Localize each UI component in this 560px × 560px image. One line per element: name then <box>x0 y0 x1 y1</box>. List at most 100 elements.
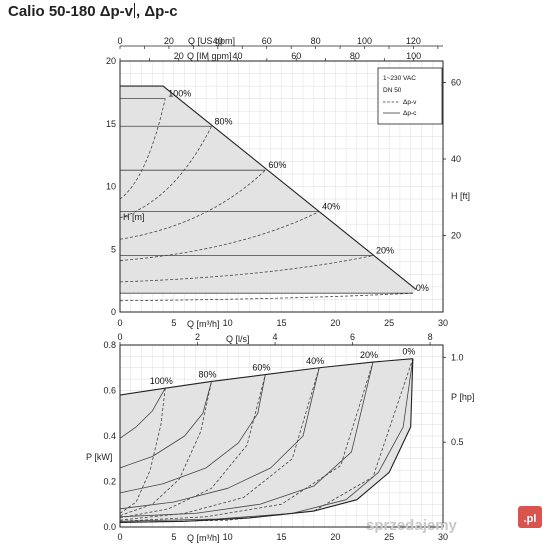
power-percent-label: 0% <box>402 347 415 357</box>
watermark-badge <box>518 506 542 528</box>
head-y2-axis-label: H [ft] <box>451 191 470 201</box>
power-x-tick-label: 20 <box>330 532 340 542</box>
chart-title-main: Calio 50-180 Δp-v <box>8 3 133 20</box>
head-y-tick-label: 10 <box>106 182 116 192</box>
head-max-curve <box>120 85 417 290</box>
head-im-gpm-tick-label: 100 <box>406 51 421 61</box>
power-x-tick-label: 30 <box>438 532 448 542</box>
power-x-tick-label: 15 <box>276 532 286 542</box>
head-percent-label: 60% <box>268 160 286 170</box>
power-percent-label: 100% <box>150 376 173 386</box>
head-ft-tick-label: 40 <box>451 154 461 164</box>
head-percent-label: 0% <box>416 283 429 293</box>
head-us-gpm-tick-label: 60 <box>262 36 272 46</box>
power-y-tick-label: 0.4 <box>103 431 116 441</box>
head-x-tick-label: 20 <box>330 318 340 328</box>
head-percent-label: 80% <box>215 116 233 126</box>
power-y-tick-label: 0.0 <box>103 522 116 532</box>
head-x-tick-label: 5 <box>171 318 176 328</box>
power-ls-tick-label: 8 <box>428 332 433 342</box>
head-us-gpm-tick-label: 80 <box>311 36 321 46</box>
power-dp-v-curve <box>119 367 320 521</box>
head-x-tick-label: 0 <box>117 318 122 328</box>
head-operating-area <box>120 86 417 294</box>
power-dp-v-curve <box>119 374 266 519</box>
head-us-gpm-tick-label: 20 <box>164 36 174 46</box>
power-plot-frame <box>119 344 444 528</box>
head-ft-tick-label: 20 <box>451 230 461 240</box>
power-y-tick-label: 0.6 <box>103 386 116 396</box>
watermark-text: sprzedajemy <box>366 517 458 534</box>
head-y-tick-label: 20 <box>106 56 116 66</box>
power-dp-c-curve <box>119 388 166 439</box>
head-im-gpm-tick-label: 40 <box>232 51 242 61</box>
head-dp-v-curve <box>119 211 320 261</box>
power-ls-tick-label: 4 <box>273 332 278 342</box>
power-x-tick-label: 10 <box>223 532 233 542</box>
legend-size: DN 50 <box>383 87 402 94</box>
power-x-axis-label: Q [m³/h] <box>187 533 220 543</box>
power-y-tick-label: 0.8 <box>103 340 116 350</box>
head-dp-v-curve <box>119 292 413 302</box>
head-percent-label: 100% <box>168 89 191 99</box>
head-y-tick-label: 5 <box>111 244 116 254</box>
power-x-tick-label: 5 <box>171 532 176 542</box>
head-x-axis-label: Q [m³/h] <box>187 319 220 329</box>
power-bottom-curve <box>119 358 414 523</box>
head-us-gpm-tick-label: 100 <box>357 36 372 46</box>
power-y-tick-label: 0.2 <box>103 477 116 487</box>
head-dp-v-curve <box>119 126 212 219</box>
head-im-gpm-tick-label: 80 <box>350 51 360 61</box>
head-ft-tick-label: 60 <box>451 77 461 87</box>
head-im-gpm-axis-label: Q [IM gpm] <box>187 51 232 61</box>
legend-dp-v: Δp-v <box>403 99 417 106</box>
power-y-axis-label: P [kW] <box>86 452 112 462</box>
chart-title-rest: , Δp-c <box>136 3 178 20</box>
head-y-tick-label: 15 <box>106 119 116 129</box>
power-top-curve <box>119 358 413 396</box>
power-percent-label: 40% <box>306 356 324 366</box>
power-percent-label: 80% <box>199 369 217 379</box>
power-y2-axis-label: P [hp] <box>451 392 474 402</box>
power-dp-c-curve <box>119 358 414 522</box>
head-percent-label: 40% <box>322 202 340 212</box>
head-x-tick-label: 15 <box>276 318 286 328</box>
head-percent-label: 20% <box>376 246 394 256</box>
power-x-tick-label: 25 <box>384 532 394 542</box>
head-plot-frame <box>119 60 444 313</box>
power-dp-c-curve <box>119 381 212 469</box>
legend-box: 1~230 VAC DN 50 Δp-v Δp-c <box>377 67 443 125</box>
head-dp-v-curve <box>119 98 166 200</box>
power-dp-v-curve <box>119 361 374 522</box>
power-percent-label: 60% <box>252 363 270 373</box>
power-ls-tick-label: 2 <box>195 332 200 342</box>
power-dp-v-curve <box>119 381 212 517</box>
head-im-gpm-tick-label: 20 <box>174 51 184 61</box>
power-ls-tick-label: 0 <box>117 332 122 342</box>
head-x-tick-label: 10 <box>223 318 233 328</box>
head-y-tick-label: 0 <box>111 307 116 317</box>
power-dp-c-curve <box>119 361 374 518</box>
head-us-gpm-tick-label: 0 <box>117 36 122 46</box>
head-x-tick-label: 25 <box>384 318 394 328</box>
legend-supply: 1~230 VAC <box>383 75 416 82</box>
power-hp-tick-label: 0.5 <box>451 437 464 447</box>
power-operating-area <box>120 358 413 523</box>
head-dp-v-curve <box>119 255 374 283</box>
head-dp-v-curve <box>119 169 266 240</box>
power-ls-tick-label: 6 <box>350 332 355 342</box>
power-x-tick-label: 0 <box>117 532 122 542</box>
text-cursor <box>134 3 135 18</box>
chart-title: Calio 50-180 Δp-v, Δp-c <box>8 3 178 20</box>
power-percent-label: 20% <box>360 350 378 360</box>
head-us-gpm-axis-label: Q [US gpm] <box>188 36 235 46</box>
head-y-axis-label: H [m] <box>123 212 145 222</box>
legend-frame <box>377 67 443 125</box>
watermark: sprzedajemy .pl <box>366 506 542 534</box>
watermark-suffix: .pl <box>524 513 537 525</box>
head-im-gpm-tick-label: 60 <box>291 51 301 61</box>
power-chart: 100%80%60%40%20% 0%0.00.20.40.60.80 5 10 15 2… <box>86 332 474 543</box>
head-x-tick-label: 30 <box>438 318 448 328</box>
